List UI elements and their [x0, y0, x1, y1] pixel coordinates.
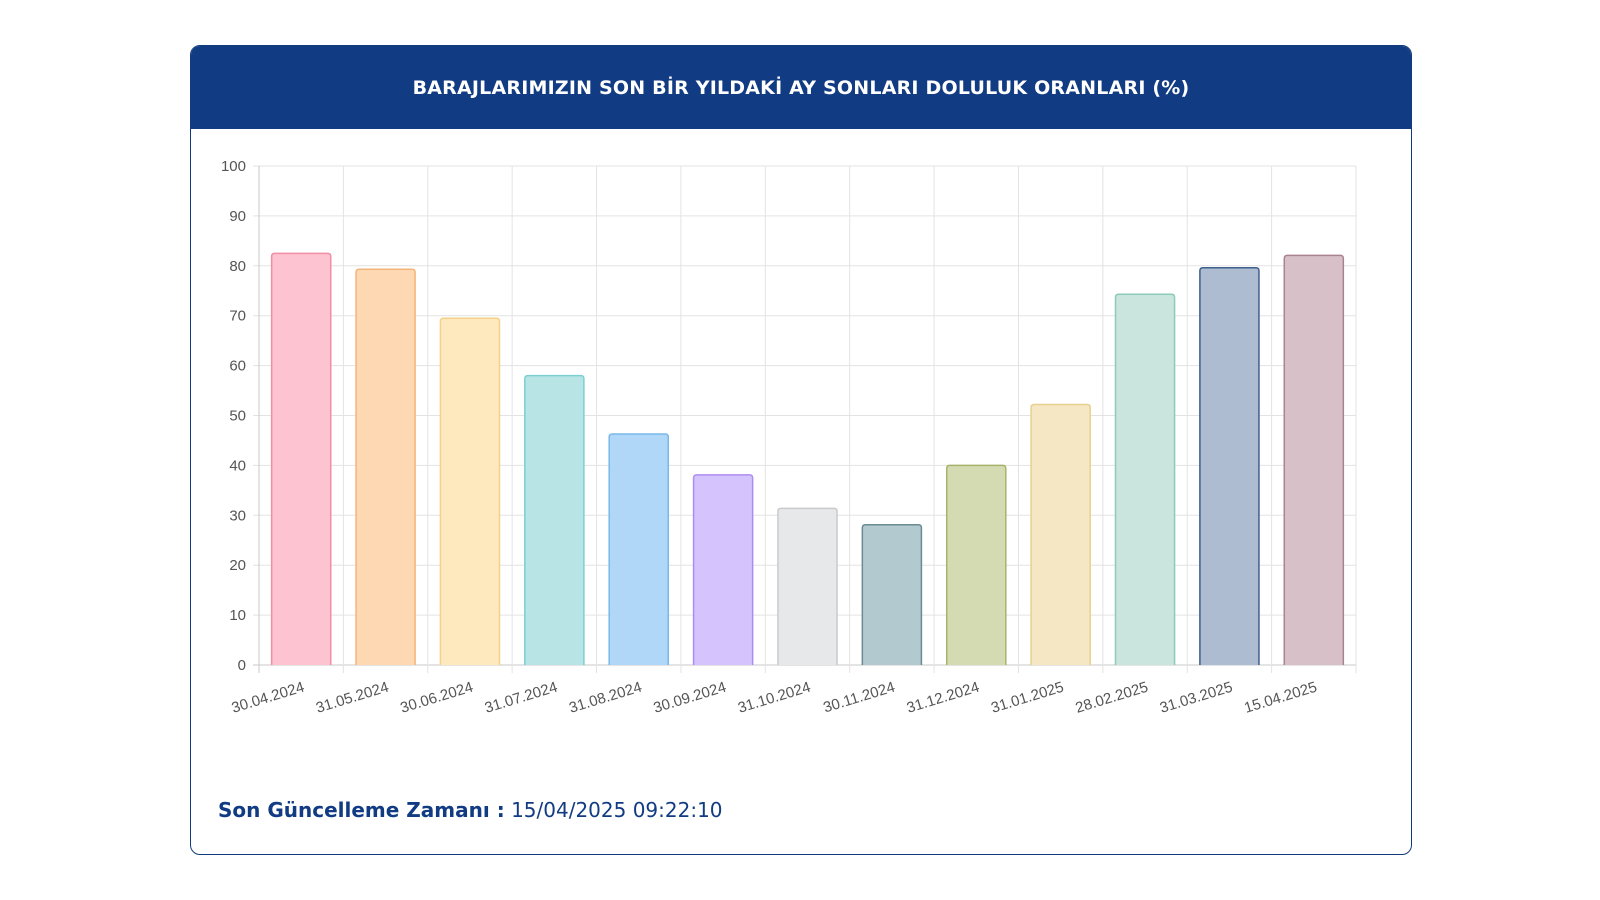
bar	[862, 524, 922, 665]
x-tick-label: 15.04.2025	[1242, 679, 1319, 717]
y-tick-label: 10	[229, 607, 246, 624]
y-tick-label: 0	[238, 657, 246, 674]
bar	[524, 375, 584, 665]
bar-chart: 0 10 20 30 40 50 60 70 80 90 100 30.04.2024 31.05.20…	[221, 158, 1357, 717]
x-tick-label: 31.12.2024	[905, 679, 982, 717]
bar-outline	[355, 268, 416, 665]
chart-card: BARAJLARIMIZIN SON BİR YILDAKİ AY SONLAR…	[190, 45, 1412, 855]
y-tick-label: 70	[229, 308, 246, 325]
bar-outline	[608, 433, 670, 665]
x-tick-label: 30.06.2024	[398, 679, 475, 717]
x-tick-label: 31.10.2024	[736, 679, 813, 717]
bar	[609, 433, 669, 665]
y-tick-label: 30	[229, 507, 246, 524]
last-update-label: Son Güncelleme Zamanı :	[218, 798, 505, 822]
bar	[1199, 267, 1259, 665]
y-tick-label: 20	[229, 557, 246, 574]
bar-outline	[1283, 254, 1345, 665]
y-tick-label: 100	[221, 158, 246, 175]
bar	[1031, 404, 1091, 665]
x-tick-label: 30.04.2024	[230, 679, 307, 717]
bar-outline	[524, 374, 585, 665]
bar	[693, 474, 753, 665]
bar-outline	[692, 474, 754, 665]
y-tick-label: 60	[229, 358, 246, 375]
chart-area: 0 10 20 30 40 50 60 70 80 90 100 30.04.2024 31.05.20…	[191, 129, 1411, 729]
bar	[271, 253, 331, 665]
bar-outline	[270, 252, 332, 665]
y-tick-label: 80	[229, 258, 246, 275]
x-tick-label: 30.09.2024	[652, 679, 729, 717]
bar-outline	[1030, 403, 1091, 665]
bar-outline	[861, 524, 923, 665]
y-tick-label: 40	[229, 457, 246, 474]
bar	[1284, 255, 1344, 666]
x-tick-label: 31.08.2024	[567, 679, 644, 717]
last-update: Son Güncelleme Zamanı : 15/04/2025 09:22…	[218, 798, 723, 822]
chart-title: BARAJLARIMIZIN SON BİR YILDAKİ AY SONLAR…	[412, 76, 1190, 99]
bar	[946, 465, 1006, 665]
x-tick-label: 31.01.2025	[989, 679, 1066, 717]
bar-outline	[1114, 293, 1176, 665]
card-header: BARAJLARIMIZIN SON BİR YILDAKİ AY SONLAR…	[191, 46, 1411, 129]
x-tick-label: 30.11.2024	[821, 679, 897, 717]
bar	[356, 269, 416, 665]
bar-outline	[439, 317, 501, 665]
last-update-value: 15/04/2025 09:22:10	[511, 798, 723, 822]
bar-outline	[1199, 267, 1260, 665]
x-tick-label: 31.03.2025	[1158, 679, 1235, 717]
bar	[777, 508, 838, 665]
y-tick-label: 50	[229, 408, 246, 425]
bar	[440, 318, 500, 665]
bar-outline	[945, 464, 1007, 665]
x-tick-label: 31.05.2024	[314, 679, 391, 717]
bar	[1115, 294, 1175, 665]
bar-outline	[777, 507, 838, 665]
x-tick-label: 31.07.2024	[483, 679, 560, 717]
y-tick-label: 90	[229, 208, 246, 225]
x-tick-label: 28.02.2025	[1073, 679, 1150, 717]
